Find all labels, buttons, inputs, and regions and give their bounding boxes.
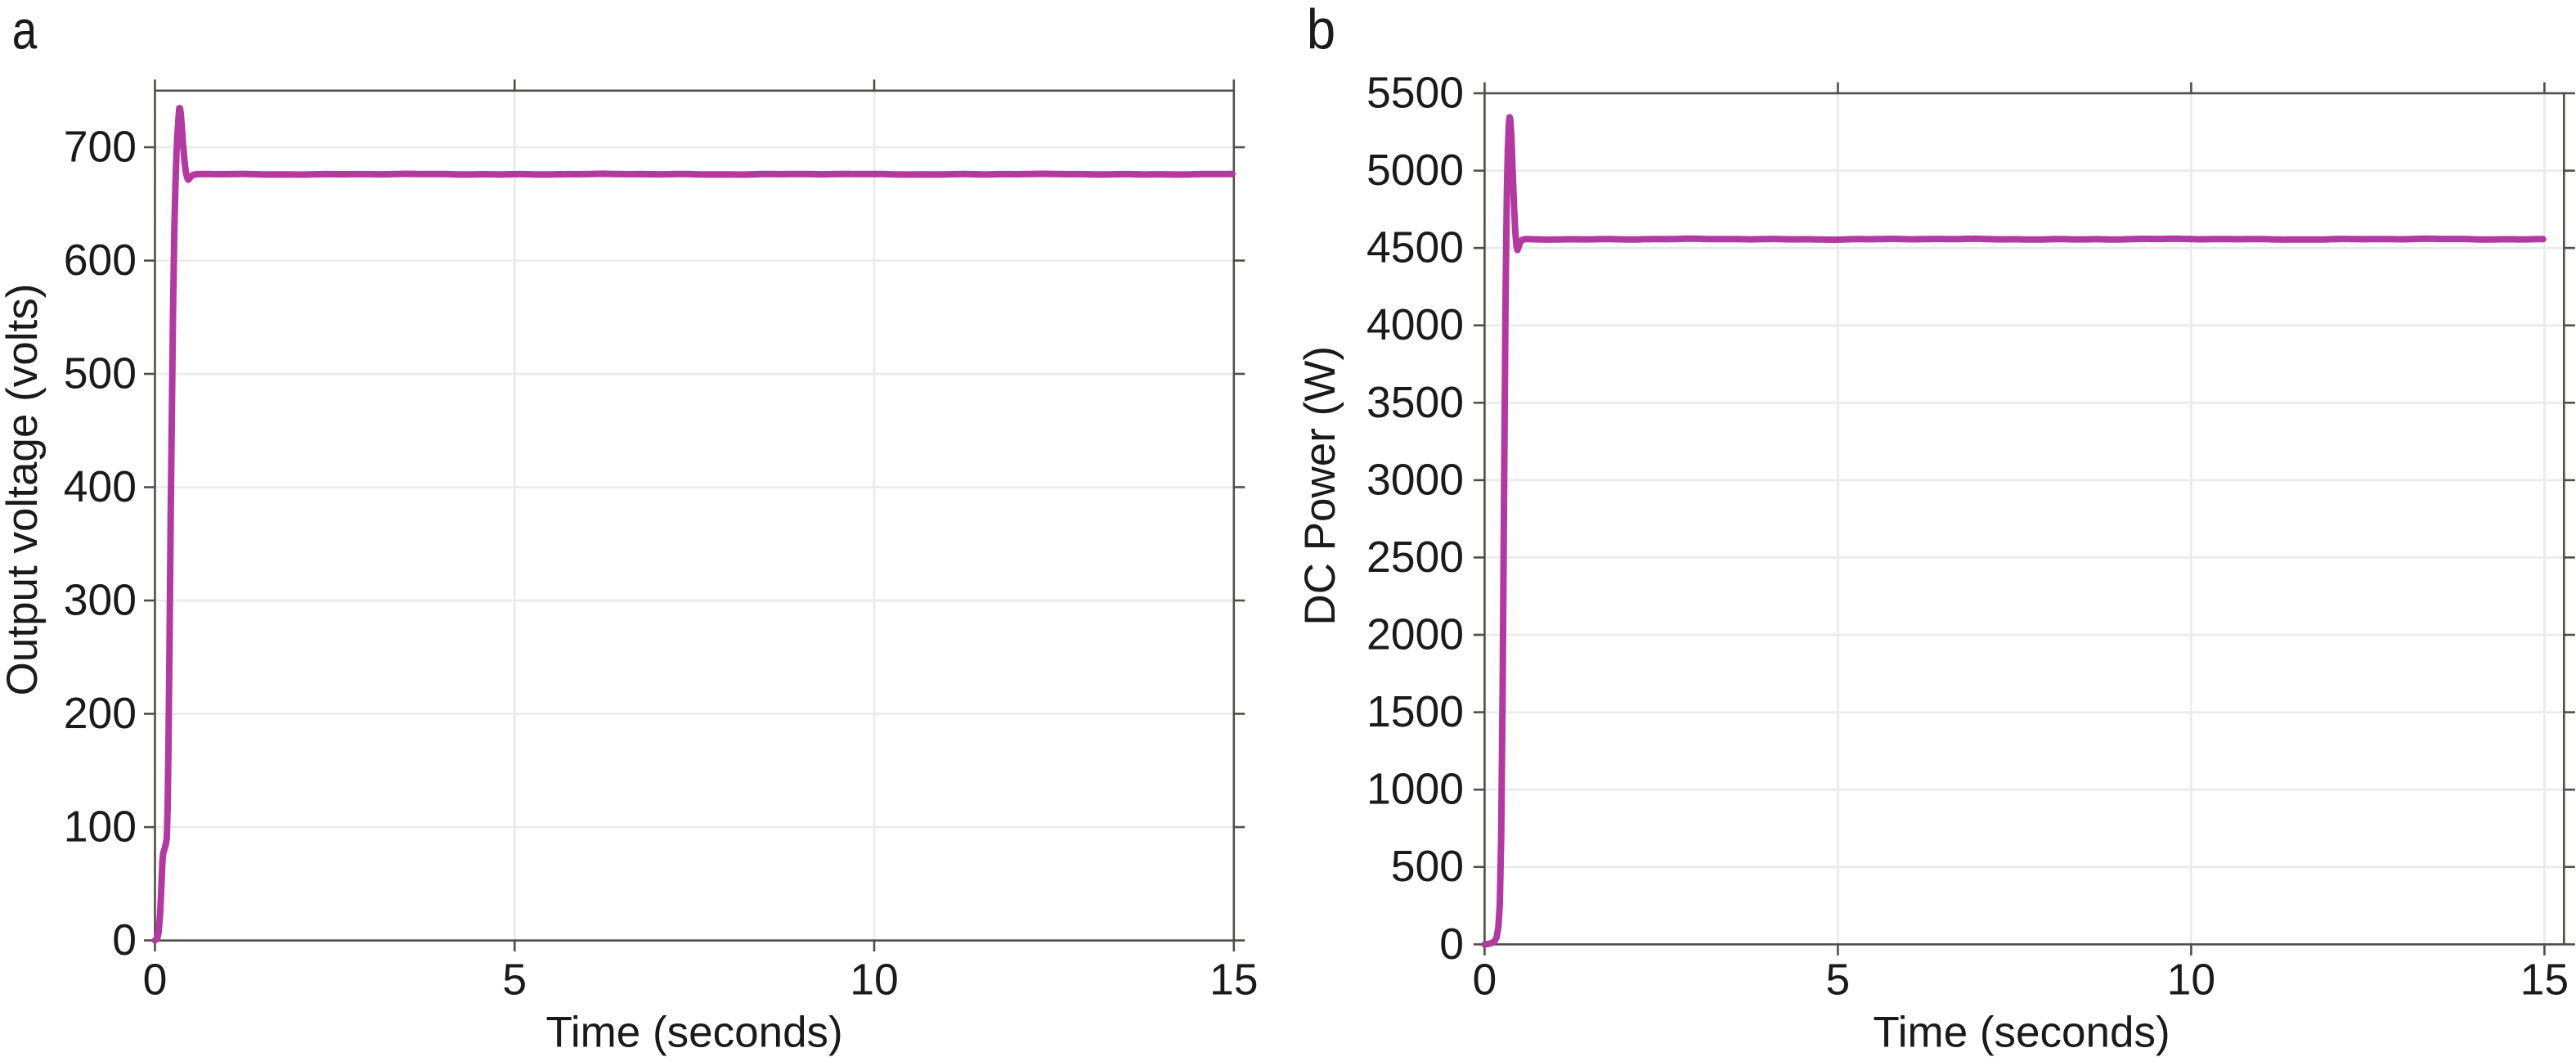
svg-text:500: 500	[1391, 843, 1464, 891]
svg-text:Output voltage (volts): Output voltage (volts)	[0, 284, 47, 696]
svg-text:0: 0	[1473, 956, 1497, 1004]
svg-text:1000: 1000	[1367, 766, 1464, 814]
svg-text:3000: 3000	[1367, 456, 1464, 504]
svg-text:300: 300	[64, 577, 137, 625]
svg-text:400: 400	[64, 463, 137, 511]
svg-text:b: b	[1307, 0, 1335, 61]
svg-text:200: 200	[64, 690, 137, 738]
svg-text:5: 5	[1826, 956, 1851, 1004]
svg-text:0: 0	[1439, 920, 1464, 969]
svg-text:4500: 4500	[1367, 224, 1464, 272]
svg-text:0: 0	[112, 916, 137, 965]
svg-text:500: 500	[64, 350, 137, 398]
svg-text:10: 10	[2167, 956, 2216, 1004]
svg-text:5: 5	[502, 956, 527, 1004]
svg-text:5500: 5500	[1367, 70, 1464, 118]
svg-text:600: 600	[64, 236, 137, 285]
svg-text:DC Power (W): DC Power (W)	[1296, 346, 1344, 626]
svg-text:4000: 4000	[1367, 301, 1464, 349]
svg-text:100: 100	[64, 803, 137, 852]
svg-text:0: 0	[143, 956, 168, 1004]
svg-text:10: 10	[850, 956, 899, 1004]
svg-text:700: 700	[64, 124, 137, 172]
svg-text:2500: 2500	[1367, 533, 1464, 582]
svg-text:a: a	[12, 0, 38, 61]
svg-text:2000: 2000	[1367, 611, 1464, 659]
svg-text:Time (seconds): Time (seconds)	[545, 1009, 842, 1057]
svg-text:15: 15	[2520, 956, 2569, 1004]
svg-text:15: 15	[1209, 956, 1259, 1004]
svg-text:Time (seconds): Time (seconds)	[1873, 1009, 2170, 1057]
svg-text:1500: 1500	[1367, 688, 1464, 736]
svg-text:3500: 3500	[1367, 379, 1464, 427]
svg-text:5000: 5000	[1367, 146, 1464, 195]
